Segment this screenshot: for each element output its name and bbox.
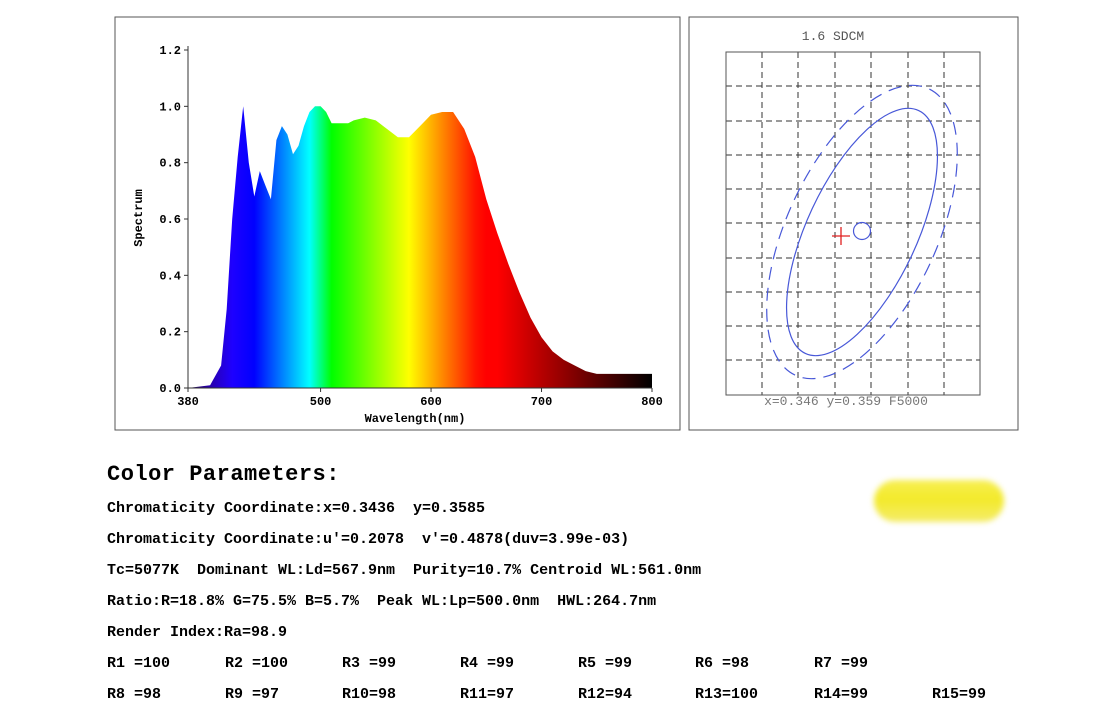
render-index-value: R13=100 [695, 686, 759, 703]
sdcm-ellipse-outer [766, 84, 958, 380]
spectrum-x-tick-label: 500 [310, 395, 332, 409]
spectrum-y-tick-label: 1.0 [159, 100, 181, 114]
sdcm-footer: x=0.346 y=0.359 F5000 [764, 394, 928, 409]
spectrum-y-tick-label: 1.2 [159, 44, 181, 58]
charts-canvas: 0.0 0.2 0.4 0.6 0.8 1.0 1.2 380 500 600 700 800 Wav… [114, 16, 1019, 431]
render-index-value: R2 =100 [225, 655, 289, 672]
spectrum-y-tick-label: 0.0 [159, 382, 181, 396]
spectrum-x-label: Wavelength(nm) [365, 412, 466, 426]
spectrum-chart: 0.0 0.2 0.4 0.6 0.8 1.0 1.2 380 500 600 700 800 Wav… [114, 16, 681, 431]
sdcm-chart: 1.6 SDCM x=0.346 y=0.359 F5000 [688, 16, 1019, 431]
params-title: Color Parameters: [107, 462, 340, 487]
render-index-value: R4 =99 [460, 655, 515, 672]
sdcm-frame [688, 16, 1019, 431]
render-index-value: R6 =98 [695, 655, 750, 672]
chromaticity-xy: Chromaticity Coordinate:x=0.3436 y=0.358… [107, 500, 486, 517]
sdcm-ellipse-inner [785, 107, 939, 357]
render-index-value: R14=99 [814, 686, 869, 703]
spectrum-area [188, 106, 652, 389]
ratio-line: Ratio:R=18.8% G=75.5% B=5.7% Peak WL:Lp=… [107, 593, 657, 610]
render-index-value: R8 =98 [107, 686, 162, 703]
render-index-value: R3 =99 [342, 655, 397, 672]
render-index: Render Index:Ra=98.9 [107, 624, 288, 641]
spectrum-y-tick-label: 0.4 [159, 269, 181, 283]
render-index-value: R7 =99 [814, 655, 869, 672]
spectrum-axes: 0.0 0.2 0.4 0.6 0.8 1.0 1.2 380 500 600 700 800 [159, 44, 662, 409]
spectrum-y-tick-label: 0.8 [159, 157, 181, 171]
render-index-value: R11=97 [460, 686, 515, 703]
measured-point-marker [832, 227, 850, 245]
spectrum-x-tick-label: 800 [641, 395, 663, 409]
spectrum-y-tick-label: 0.2 [159, 326, 181, 340]
sdcm-title: 1.6 SDCM [802, 29, 864, 44]
chromaticity-uv: Chromaticity Coordinate:u'=0.2078 v'=0.4… [107, 531, 630, 548]
spectrum-x-tick-label: 600 [420, 395, 442, 409]
render-index-value: R15=99 [932, 686, 987, 703]
render-index-value: R1 =100 [107, 655, 171, 672]
render-index-value: R10=98 [342, 686, 397, 703]
temperature-line: Tc=5077K Dominant WL:Ld=567.9nm Purity=1… [107, 562, 702, 579]
render-index-value: R12=94 [578, 686, 633, 703]
sdcm-plot-border [725, 51, 981, 396]
color-swatch [874, 480, 1004, 522]
color-parameters: Color Parameters: Chromaticity Coordinat… [107, 458, 986, 703]
render-index-value: R5 =99 [578, 655, 633, 672]
spectrum-x-tick-label: 380 [177, 395, 199, 409]
reference-point-marker [852, 221, 872, 241]
spectrum-y-tick-label: 0.6 [159, 213, 181, 227]
spectrum-x-tick-label: 700 [531, 395, 553, 409]
spectrum-y-label: Spectrum [132, 189, 146, 247]
render-index-value: R9 =97 [225, 686, 280, 703]
